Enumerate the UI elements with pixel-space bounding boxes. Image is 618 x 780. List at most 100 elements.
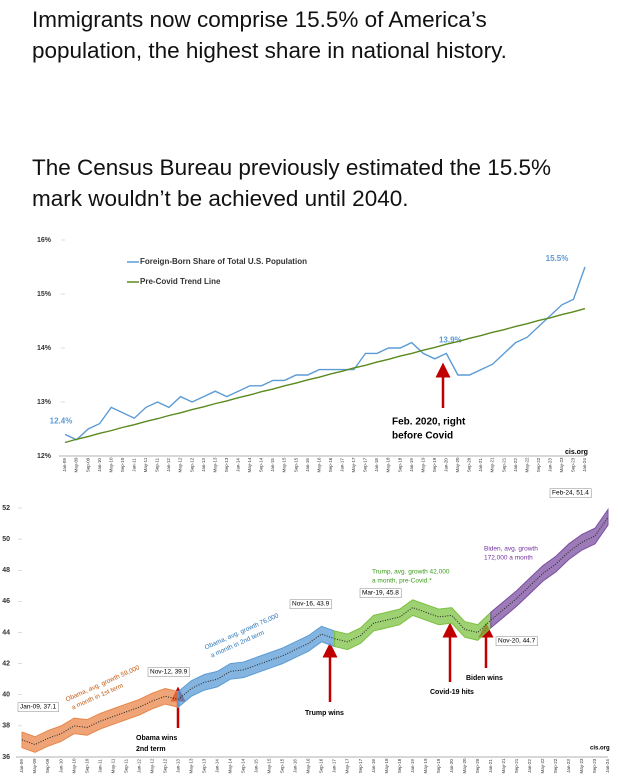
x-tick-label: Jan-23 xyxy=(548,458,553,472)
x-tick-label: Sep-19 xyxy=(432,457,437,472)
x-tick-label: May-16 xyxy=(316,457,321,473)
x-tick-label: May-09 xyxy=(32,758,37,774)
x-tick-label: Jan-14 xyxy=(215,759,220,773)
y-tick-label: 16% xyxy=(37,237,52,244)
annotation: Nov-20, 44.7 xyxy=(498,638,536,645)
x-tick-label: May-17 xyxy=(345,758,350,774)
annotation: cis.org xyxy=(590,746,610,752)
x-tick-label: Jan-14 xyxy=(236,458,241,472)
y-tick-label: 38 xyxy=(2,723,10,730)
annotation-box xyxy=(495,636,538,646)
x-tick-label: May-13 xyxy=(188,758,193,774)
x-tick-label: May-19 xyxy=(420,457,425,473)
annotation: Feb-24, 51.4 xyxy=(552,490,589,497)
x-tick-label: Jan-21 xyxy=(478,458,483,472)
x-tick-label: Jan-13 xyxy=(201,458,206,472)
x-tick-label: Sep-17 xyxy=(363,457,368,472)
series-line xyxy=(64,266,586,441)
x-tick-label: Jan-20 xyxy=(449,759,454,773)
x-tick-label: Sep-09 xyxy=(45,758,50,773)
x-tick-label: Jan-21 xyxy=(488,759,493,773)
x-tick-label: May-13 xyxy=(212,457,217,473)
x-tick-label: Sep-16 xyxy=(328,457,333,472)
y-tick-label: 36 xyxy=(2,754,10,761)
x-tick-label: Sep-22 xyxy=(536,457,541,472)
y-tick-label: 40 xyxy=(2,692,10,699)
legend-label: Pre-Covid Trend Line xyxy=(140,277,221,286)
annotation: a month, pre-Covid.* xyxy=(372,578,432,585)
x-tick-label: May-23 xyxy=(559,457,564,473)
x-tick-label: Jan-18 xyxy=(371,759,376,773)
x-tick-label: Sep-20 xyxy=(467,457,472,472)
annotation-box xyxy=(147,667,190,677)
x-tick-label: Jan-22 xyxy=(527,759,532,773)
x-tick-label: Jan-13 xyxy=(175,759,180,773)
annotation: Covid-19 hits xyxy=(430,689,474,696)
x-tick-label: Jan-15 xyxy=(254,759,259,773)
x-tick-label: Sep-23 xyxy=(592,758,597,773)
x-tick-label: Sep-12 xyxy=(189,457,194,472)
x-tick-label: Sep-22 xyxy=(553,758,558,773)
x-tick-label: Sep-10 xyxy=(84,758,89,773)
annotation: Obama wins xyxy=(136,735,177,742)
annotation: Jan-09, 37.1 xyxy=(20,704,57,711)
x-tick-label: Sep-23 xyxy=(571,457,576,472)
annotation-box xyxy=(359,588,402,598)
annotation: Mar-19, 45.8 xyxy=(362,590,399,597)
y-tick-label: 44 xyxy=(2,629,10,636)
x-tick-label: Jan-23 xyxy=(566,759,571,773)
x-tick-label: Sep-18 xyxy=(397,457,402,472)
x-tick-label: May-22 xyxy=(524,457,529,473)
error-band xyxy=(334,599,492,651)
x-tick-label: Sep-18 xyxy=(397,758,402,773)
x-tick-label: Jan-10 xyxy=(58,759,63,773)
x-tick-label: Jan-11 xyxy=(132,458,137,472)
series-line xyxy=(177,633,335,700)
x-tick-label: Jan-09 xyxy=(19,759,24,773)
x-tick-label: May-18 xyxy=(384,758,389,774)
x-tick-label: Sep-19 xyxy=(436,758,441,773)
annotation-box xyxy=(289,599,332,609)
x-tick-label: Sep-15 xyxy=(293,457,298,472)
x-tick-label: Sep-14 xyxy=(259,457,264,472)
x-tick-label: Sep-15 xyxy=(280,758,285,773)
annotation: 172,000 a month xyxy=(484,555,533,562)
x-tick-label: May-15 xyxy=(267,758,272,774)
annotation: Trump, avg. growth 42,000 xyxy=(372,569,450,576)
x-tick-label: Jan-10 xyxy=(97,458,102,472)
x-tick-label: May-10 xyxy=(71,758,76,774)
annotation: Biden, avg. growth xyxy=(484,546,538,553)
annotation-box xyxy=(549,488,592,498)
x-tick-label: Sep-16 xyxy=(319,758,324,773)
x-tick-label: Jan-19 xyxy=(409,458,414,472)
annotation: Feb. 2020, right xyxy=(392,417,466,428)
y-tick-label: 42 xyxy=(2,660,10,667)
x-tick-label: Jan-16 xyxy=(293,759,298,773)
x-tick-label: Sep-13 xyxy=(201,758,206,773)
x-tick-label: May-18 xyxy=(386,457,391,473)
annotation: cis.org xyxy=(565,449,588,456)
x-tick-label: Jan-20 xyxy=(444,458,449,472)
x-tick-label: May-09 xyxy=(74,457,79,473)
annotation: 2nd term xyxy=(136,746,166,753)
x-tick-label: Jan-09 xyxy=(62,458,67,472)
annotation: Trump wins xyxy=(305,710,344,717)
x-tick-label: Jan-24 xyxy=(582,458,587,472)
series-line xyxy=(64,307,586,444)
series-line xyxy=(490,517,609,621)
x-tick-label: May-14 xyxy=(228,758,233,774)
series-line xyxy=(21,695,179,746)
annotation: Biden wins xyxy=(466,675,503,682)
x-tick-label: Sep-11 xyxy=(123,758,128,773)
post-text: Immigrants now comprise 15.5% of America… xyxy=(32,7,507,63)
annotation: Nov-12, 39.9 xyxy=(150,669,188,676)
x-tick-label: May-20 xyxy=(462,758,467,774)
y-tick-label: 46 xyxy=(2,598,10,605)
x-tick-label: Jan-12 xyxy=(166,458,171,472)
x-tick-label: Jan-17 xyxy=(340,458,345,472)
y-tick-label: 48 xyxy=(2,567,10,574)
x-tick-label: Sep-12 xyxy=(162,758,167,773)
y-tick-label: 52 xyxy=(2,505,10,512)
